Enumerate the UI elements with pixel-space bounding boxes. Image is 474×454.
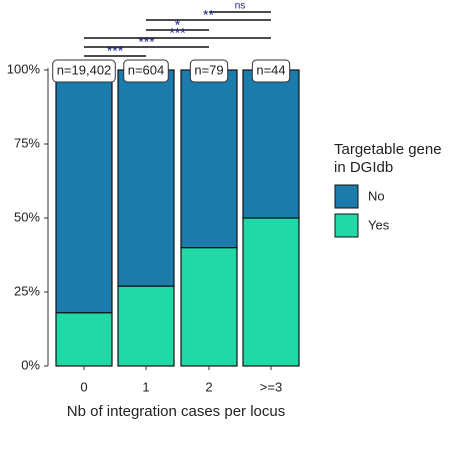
significance-label: ***: [169, 25, 186, 41]
legend-label: No: [368, 188, 385, 203]
bar-segment: [55, 312, 113, 367]
bar-segment: [117, 69, 175, 287]
y-tick-label: 75%: [14, 135, 40, 150]
bar-segment: [242, 69, 300, 219]
significance-label: ***: [107, 43, 124, 59]
bar-segment: [180, 69, 238, 249]
x-axis-title: Nb of integration cases per locus: [67, 403, 285, 420]
y-tick-label: 100%: [7, 61, 41, 76]
significance-label: ns: [235, 1, 246, 12]
legend-title: in DGIdb: [334, 159, 393, 176]
sample-size-label: n=19,402: [57, 62, 112, 77]
legend-label: Yes: [368, 217, 390, 232]
sample-size-label: n=44: [256, 62, 285, 77]
bar-segment: [117, 285, 175, 367]
bar-segment: [55, 69, 113, 314]
sample-size-label: n=604: [128, 62, 165, 77]
significance-label: *: [175, 17, 181, 33]
y-tick-label: 25%: [14, 283, 40, 298]
sample-size-label: n=79: [194, 62, 223, 77]
label-box: [52, 59, 116, 83]
label-box: [251, 59, 291, 83]
x-tick-label: 0: [80, 379, 87, 394]
y-tick-label: 0%: [21, 357, 40, 372]
significance-label: **: [203, 7, 214, 23]
legend-swatch: [334, 213, 359, 238]
bar-segment: [180, 247, 238, 367]
y-tick-label: 50%: [14, 209, 40, 224]
bar-segment: [242, 217, 300, 367]
label-box: [123, 59, 169, 83]
significance-label: ***: [138, 34, 155, 50]
legend-title: Targetable gene: [334, 141, 442, 158]
x-tick-label: >=3: [260, 379, 282, 394]
x-tick-label: 2: [205, 379, 212, 394]
label-box: [189, 59, 229, 83]
x-tick-label: 1: [142, 379, 149, 394]
legend-swatch: [334, 184, 359, 209]
